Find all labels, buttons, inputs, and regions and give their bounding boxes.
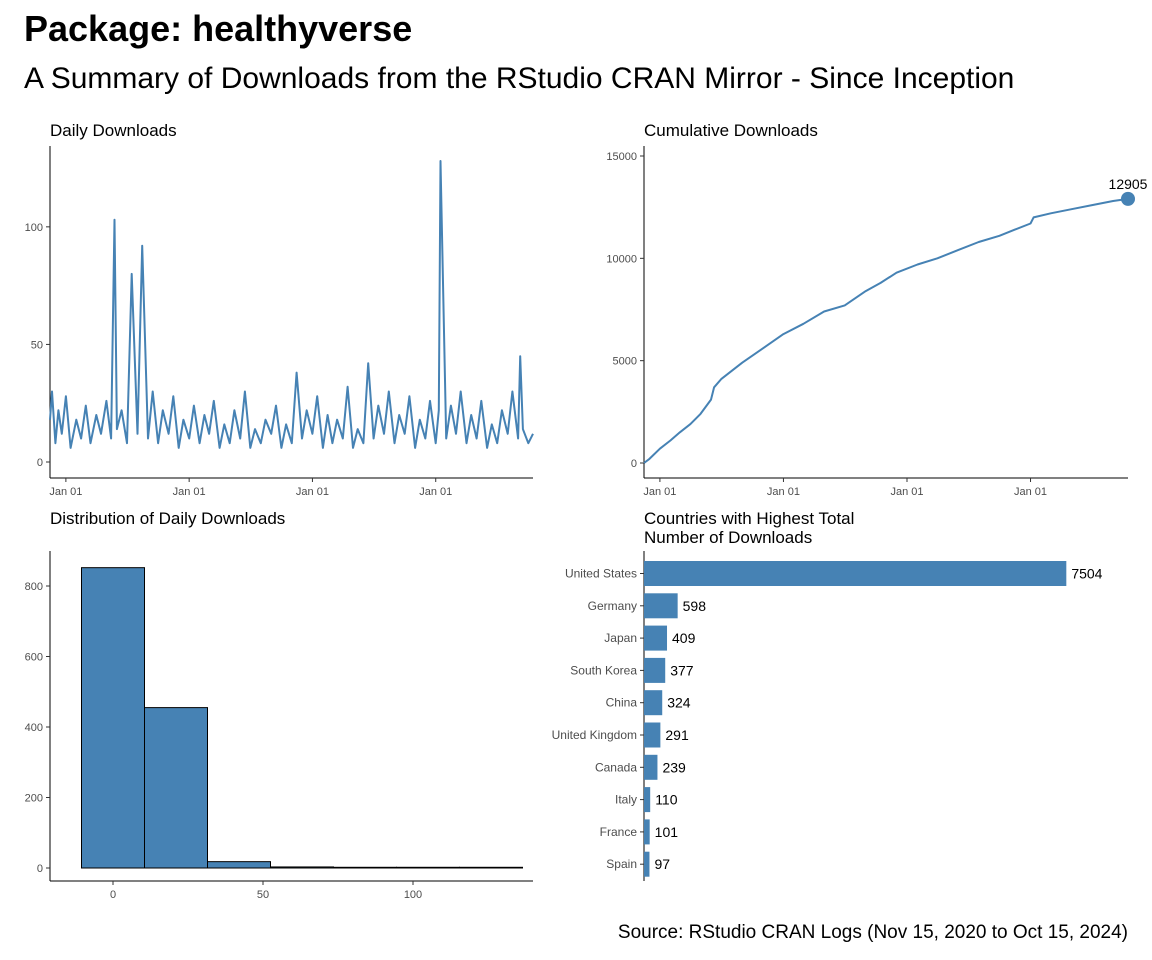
cumulative-downloads-title: Cumulative Downloads	[644, 121, 818, 140]
daily-y-tick-label: 100	[25, 222, 43, 234]
histogram-x-tick-label: 0	[110, 889, 116, 901]
source-caption: Source: RStudio CRAN Logs (Nov 15, 2020 …	[617, 922, 1128, 943]
cumulative-y-tick-label: 15000	[606, 151, 637, 163]
countries-value-label: 7504	[1071, 566, 1102, 582]
countries-bar	[644, 561, 1067, 586]
cumulative-x-tick-label: Jan 01	[643, 486, 676, 498]
countries-value-label: 324	[667, 695, 691, 711]
distribution-panel: Distribution of Daily Downloads 0 200 400 6…	[25, 509, 533, 901]
histogram-bar	[207, 861, 271, 869]
countries-category-label: United States	[565, 567, 637, 581]
countries-category-label: Japan	[604, 631, 637, 645]
page-title: Package: healthyverse	[24, 8, 413, 49]
cumulative-end-label: 12905	[1109, 176, 1148, 192]
histogram-bar	[144, 707, 208, 869]
cumulative-y-tick-label: 10000	[606, 253, 637, 265]
daily-series-line	[49, 160, 534, 449]
countries-bar	[644, 851, 650, 877]
distribution-title: Distribution of Daily Downloads	[50, 509, 285, 528]
daily-downloads-panel: Daily Downloads 0 50 100 Jan 01 Jan 01 Jan 01…	[25, 121, 534, 498]
histogram-y-tick-label: 0	[37, 863, 43, 875]
daily-x-tick-label: Jan 01	[296, 486, 329, 498]
daily-y-tick-label: 50	[31, 339, 43, 351]
countries-title-line: Countries with Highest Total	[644, 509, 854, 528]
countries-value-label: 598	[683, 598, 707, 614]
cumulative-x-tick-label: Jan 01	[1014, 486, 1047, 498]
countries-value-label: 291	[665, 727, 689, 743]
daily-downloads-title: Daily Downloads	[50, 121, 177, 140]
countries-category-label: Italy	[615, 793, 637, 807]
daily-x-tick-label: Jan 01	[419, 486, 452, 498]
cumulative-x-tick-label: Jan 01	[890, 486, 923, 498]
countries-bar	[644, 819, 650, 845]
daily-x-tick-label: Jan 01	[49, 486, 82, 498]
countries-bar	[644, 787, 651, 813]
countries-category-label: France	[600, 825, 638, 839]
histogram-x-tick-label: 100	[404, 889, 422, 901]
histogram-y-tick-label: 200	[25, 793, 43, 805]
histogram-bar	[81, 567, 145, 869]
cumulative-series-line	[643, 197, 1129, 464]
countries-bar	[644, 722, 661, 748]
countries-bar	[644, 593, 678, 619]
countries-value-label: 377	[670, 662, 694, 678]
countries-value-label: 101	[655, 824, 679, 840]
countries-title: Countries with Highest Total Number of Do…	[644, 509, 854, 547]
histogram-bar	[333, 866, 397, 869]
cumulative-x-tick-label: Jan 01	[767, 486, 800, 498]
countries-value-label: 409	[672, 630, 696, 646]
countries-category-label: Spain	[606, 857, 637, 871]
page-subtitle: A Summary of Downloads from the RStudio …	[24, 62, 1015, 95]
countries-bar	[644, 625, 668, 651]
cumulative-y-tick-label: 5000	[613, 356, 637, 368]
countries-category-label: Canada	[595, 760, 637, 774]
cumulative-downloads-panel: Cumulative Downloads 0 5000 10000 15000 Jan …	[606, 121, 1147, 498]
countries-bar	[644, 657, 666, 683]
countries-title-line: Number of Downloads	[644, 528, 812, 547]
countries-panel: Countries with Highest Total Number of Do…	[552, 509, 1103, 881]
daily-y-tick-label: 0	[37, 457, 43, 469]
daily-x-tick-label: Jan 01	[173, 486, 206, 498]
histogram-bar	[270, 866, 334, 869]
cumulative-end-point	[1121, 191, 1135, 206]
countries-value-label: 239	[662, 759, 686, 775]
countries-category-label: Germany	[588, 599, 637, 613]
countries-value-label: 97	[654, 856, 670, 872]
histogram-bar	[396, 866, 460, 869]
countries-category-label: South Korea	[570, 663, 637, 677]
histogram-y-tick-label: 600	[25, 652, 43, 664]
histogram-y-tick-label: 400	[25, 722, 43, 734]
countries-category-label: United Kingdom	[552, 728, 637, 742]
countries-bar	[644, 754, 658, 780]
countries-bar	[644, 690, 663, 716]
histogram-x-tick-label: 50	[257, 889, 269, 901]
histogram-y-tick-label: 800	[25, 581, 43, 593]
countries-category-label: China	[606, 696, 638, 710]
countries-value-label: 110	[655, 792, 678, 808]
histogram-bar	[459, 866, 523, 869]
cumulative-y-tick-label: 0	[631, 458, 637, 470]
